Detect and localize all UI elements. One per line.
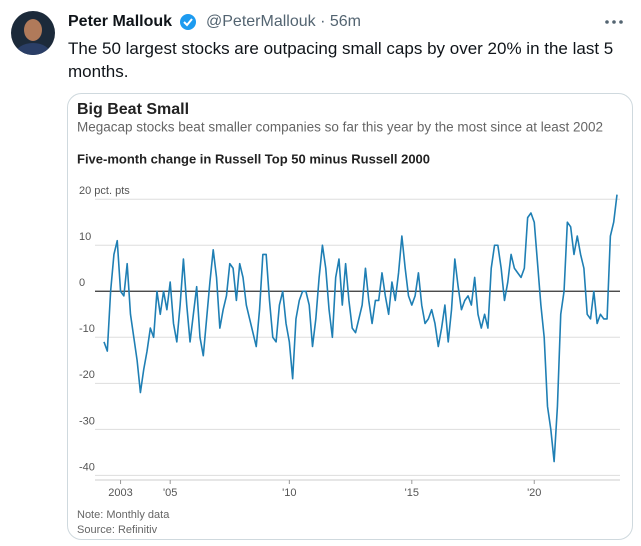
x-tick-label: '20 [527, 487, 541, 499]
y-tick-label: 10 [79, 231, 91, 243]
chart-title: Big Beat Small [77, 101, 189, 118]
y-tick-label: 0 [79, 277, 85, 289]
x-tick-label: '05 [163, 487, 177, 499]
x-tick-label: 2003 [108, 487, 132, 499]
y-tick-label: -20 [79, 369, 95, 381]
y-tick-label: -10 [79, 323, 95, 335]
user-name[interactable]: Peter Mallouk [68, 13, 173, 30]
y-tick-label: -30 [79, 415, 95, 427]
user-handle[interactable]: @PeterMallouk · 56m [206, 13, 361, 30]
tweet-text: The 50 largest stocks are outpacing smal… [68, 39, 614, 81]
y-axis-label: Five-month change in Russell Top 50 minu… [77, 151, 430, 166]
source: Source: Refinitiv [77, 524, 158, 536]
x-tick-label: '15 [405, 487, 419, 499]
verified-badge [180, 14, 196, 30]
y-tick-label: -40 [79, 461, 95, 473]
y-tick-label: 20 pct. pts [79, 185, 130, 197]
x-tick-label: '10 [282, 487, 296, 499]
more-menu[interactable] [605, 20, 623, 24]
avatar[interactable] [11, 11, 55, 67]
chart-subtitle: Megacap stocks beat smaller companies so… [77, 120, 603, 135]
note: Note: Monthly data [77, 509, 170, 521]
card-border [67, 93, 633, 540]
data-line [103, 194, 618, 463]
